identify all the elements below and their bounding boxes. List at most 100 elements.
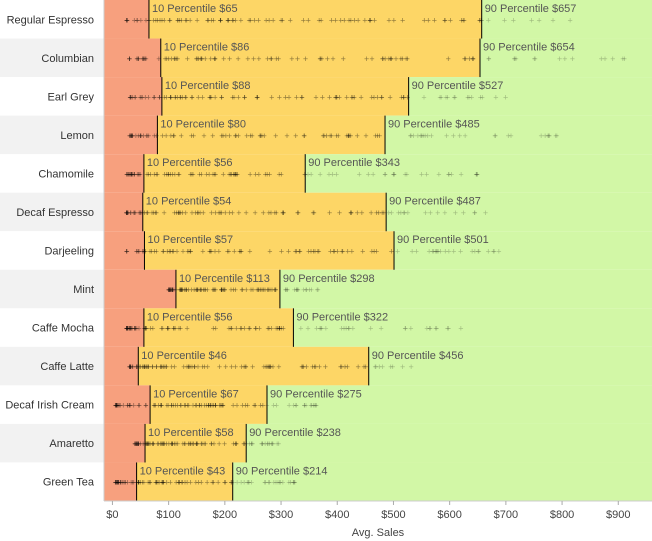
sales-point: + — [144, 169, 149, 179]
sales-point: + — [388, 362, 393, 372]
sales-point: + — [459, 169, 464, 179]
sales-point: + — [390, 362, 395, 372]
sales-point: + — [308, 401, 313, 411]
sales-point: + — [276, 54, 281, 64]
sales-point: + — [128, 362, 133, 372]
sales-point: + — [198, 54, 203, 64]
sales-point: + — [223, 208, 228, 218]
sales-point: + — [128, 92, 133, 102]
row-background — [0, 423, 104, 463]
sales-point: + — [159, 401, 164, 411]
sales-point: + — [213, 169, 218, 179]
sales-point: + — [313, 401, 318, 411]
sales-point: + — [270, 362, 275, 372]
sales-point: + — [294, 92, 299, 102]
sales-point: + — [240, 285, 245, 295]
sales-point: + — [424, 324, 429, 334]
sales-point: + — [265, 439, 270, 449]
sales-point: + — [173, 478, 178, 488]
sales-point: + — [165, 324, 170, 334]
sales-point: + — [170, 439, 175, 449]
sales-point: + — [220, 131, 225, 141]
sales-point: + — [286, 478, 291, 488]
sales-point: + — [274, 401, 279, 411]
sales-point: + — [176, 208, 181, 218]
sales-point: + — [210, 169, 215, 179]
category-label: Earl Grey — [48, 91, 95, 103]
sales-point: + — [323, 324, 328, 334]
below-10th-band — [104, 0, 149, 39]
sales-point: + — [234, 439, 239, 449]
sales-point: + — [222, 439, 227, 449]
sales-point: + — [220, 401, 225, 411]
sales-point: + — [138, 478, 143, 488]
sales-point: + — [195, 208, 200, 218]
sales-point: + — [316, 247, 321, 257]
sales-point: + — [125, 401, 130, 411]
sales-point: + — [154, 362, 159, 372]
sales-point: + — [178, 324, 183, 334]
sales-point: + — [189, 362, 194, 372]
sales-point: + — [126, 169, 131, 179]
sales-point: + — [138, 362, 143, 372]
sales-point: + — [129, 131, 134, 141]
sales-point: + — [244, 285, 249, 295]
sales-point: + — [469, 247, 474, 257]
sales-point: + — [167, 247, 172, 257]
sales-point: + — [206, 169, 211, 179]
sales-point: + — [317, 362, 322, 372]
sales-point: + — [532, 54, 537, 64]
sales-point: + — [125, 169, 130, 179]
sales-point: + — [205, 362, 210, 372]
sales-point: + — [529, 15, 534, 25]
sales-point: + — [186, 362, 191, 372]
sales-point: + — [473, 169, 478, 179]
sales-point: + — [323, 362, 328, 372]
sales-point: + — [130, 92, 135, 102]
x-tick-label: $400 — [325, 509, 349, 521]
sales-point: + — [328, 131, 333, 141]
sales-point: + — [248, 169, 253, 179]
sales-point: + — [124, 208, 129, 218]
sales-point: + — [546, 131, 551, 141]
sales-point: + — [249, 478, 254, 488]
sales-point: + — [218, 208, 223, 218]
sales-point: + — [257, 324, 262, 334]
category-label: Decaf Irish Cream — [5, 400, 94, 412]
sales-point: + — [132, 169, 137, 179]
sales-point: + — [141, 439, 146, 449]
sales-point: + — [422, 131, 427, 141]
sales-point: + — [130, 131, 135, 141]
p90-reference-label: 90 Percentile $343 — [308, 157, 400, 169]
x-axis: $0 $100 $200 $300 $400 $500 $600 $700 $800 $900 — [103, 0, 652, 521]
sales-point: + — [268, 362, 273, 372]
sales-point: + — [442, 15, 447, 25]
sales-point: + — [296, 208, 301, 218]
sales-point: + — [114, 401, 119, 411]
sales-point: + — [330, 54, 335, 64]
sales-point: + — [136, 247, 141, 257]
sales-point: + — [207, 247, 212, 257]
sales-point: + — [153, 478, 158, 488]
sales-point: + — [502, 15, 507, 25]
sales-point: + — [251, 54, 256, 64]
sales-point: + — [421, 92, 426, 102]
sales-point: + — [144, 439, 149, 449]
sales-point: + — [192, 362, 197, 372]
sales-point: + — [396, 208, 401, 218]
sales-point: + — [325, 54, 330, 64]
sales-point: + — [472, 247, 477, 257]
sales-point: + — [168, 169, 173, 179]
sales-point: + — [133, 439, 138, 449]
sales-point: + — [172, 439, 177, 449]
sales-point: + — [143, 401, 148, 411]
sales-point: + — [180, 92, 185, 102]
sales-point: + — [126, 169, 131, 179]
sales-point: + — [346, 131, 351, 141]
sales-point: + — [267, 247, 272, 257]
sales-point: + — [443, 15, 448, 25]
sales-point: + — [367, 15, 372, 25]
sales-point: + — [135, 15, 140, 25]
sales-point: + — [260, 439, 265, 449]
sales-point: + — [130, 362, 135, 372]
